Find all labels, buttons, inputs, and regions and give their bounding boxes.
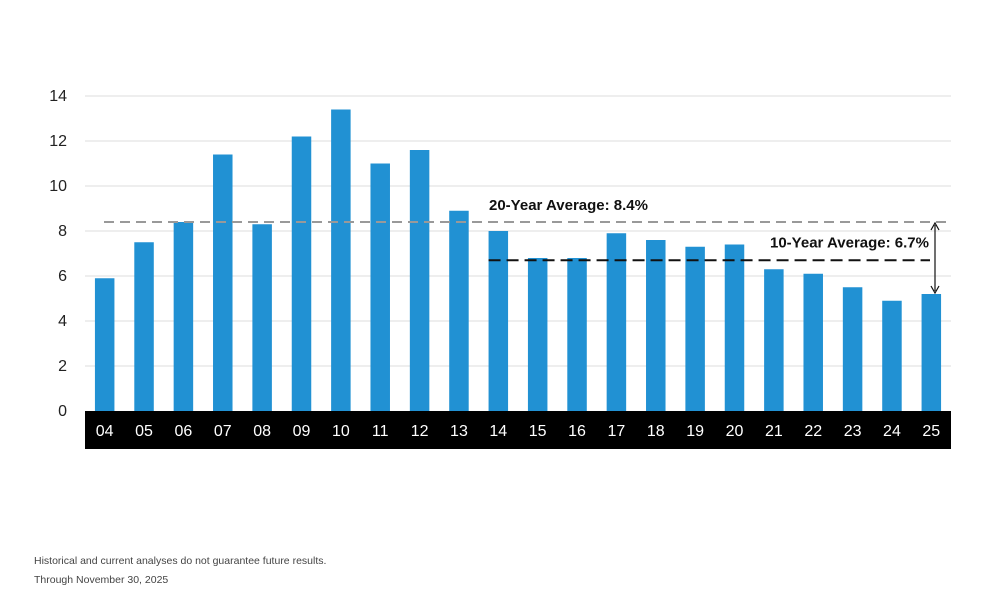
arrow-head-up-icon	[930, 221, 940, 231]
bar-05	[134, 242, 154, 411]
bar-17	[606, 233, 627, 411]
x-tick-label: 05	[135, 423, 153, 440]
twenty-year-average-label: 20-Year Average: 8.4%	[489, 197, 648, 214]
bar-07	[213, 154, 233, 411]
date-footnote: Through November 30, 2025	[34, 574, 169, 586]
x-tick-label: 14	[489, 423, 507, 440]
arrow-head-down-icon	[930, 285, 940, 295]
bar-12	[409, 150, 430, 411]
x-tick-label: 24	[883, 423, 901, 440]
reference-lines: 20-Year Average: 8.4% 10-Year Average: 6.…	[104, 197, 948, 295]
y-tick-label: 2	[58, 358, 67, 375]
bar-21	[764, 269, 784, 411]
x-tick-label: 23	[844, 423, 862, 440]
bar-11	[370, 163, 390, 411]
bar-22	[803, 273, 823, 411]
x-tick-label: 11	[372, 423, 389, 440]
bar-09	[291, 136, 312, 411]
bar-24	[882, 300, 902, 411]
bar-16	[567, 258, 587, 411]
x-tick-label: 08	[253, 423, 271, 440]
bar-06	[173, 222, 194, 411]
bar-25	[921, 294, 942, 411]
x-tick-label: 19	[686, 423, 704, 440]
x-tick-label: 12	[411, 423, 429, 440]
y-tick-label: 6	[58, 268, 67, 285]
y-tick-label: 12	[49, 133, 67, 150]
x-tick-label: 25	[922, 423, 940, 440]
x-tick-label: 21	[765, 423, 783, 440]
disclaimer-footnote: Historical and current analyses do not g…	[34, 555, 327, 567]
bars	[94, 109, 942, 411]
x-tick-label: 07	[214, 423, 232, 440]
bar-20	[724, 244, 745, 411]
y-axis-ticks: 0 2 4 6 8 10 12 14	[49, 88, 67, 420]
y-tick-label: 8	[58, 223, 67, 240]
bar-23	[842, 287, 863, 411]
y-tick-label: 4	[58, 313, 67, 330]
bar-15	[527, 258, 548, 411]
bar-04	[94, 278, 115, 411]
x-tick-label: 13	[450, 423, 468, 440]
x-tick-label: 18	[647, 423, 665, 440]
y-tick-label: 0	[58, 403, 67, 420]
x-tick-label: 17	[608, 423, 626, 440]
x-tick-label: 22	[804, 423, 822, 440]
bar-13	[449, 210, 469, 411]
x-tick-label: 10	[332, 423, 350, 440]
bar-10	[331, 109, 351, 411]
x-axis-ticks: 04 05 06 07 08 09 10 11 12 13 14 15 16 17 18 19 20 21 22 23…	[96, 423, 941, 440]
bar-18	[646, 240, 666, 411]
bar-08	[252, 224, 272, 411]
x-tick-label: 16	[568, 423, 586, 440]
bar-14	[488, 231, 509, 411]
x-axis-band	[85, 411, 951, 449]
x-tick-label: 20	[726, 423, 744, 440]
y-tick-label: 10	[49, 178, 67, 195]
x-tick-label: 06	[175, 423, 193, 440]
x-tick-label: 15	[529, 423, 547, 440]
y-tick-label: 14	[49, 88, 67, 105]
bar-19	[685, 246, 705, 411]
x-tick-label: 04	[96, 423, 114, 440]
ten-year-average-label: 10-Year Average: 6.7%	[770, 234, 929, 251]
x-tick-label: 09	[293, 423, 311, 440]
